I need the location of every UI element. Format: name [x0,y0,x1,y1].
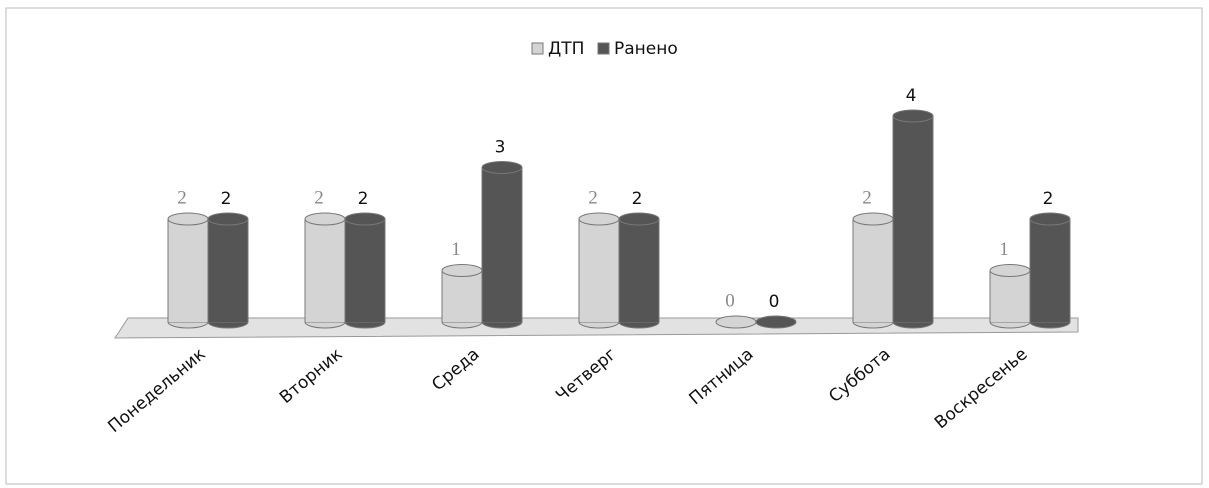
bar-body-fill [305,219,345,322]
bar-body-fill [893,116,933,322]
bar-body-fill [208,219,248,322]
bar-body-fill [482,167,522,322]
bar-top [167,212,209,226]
bar [167,212,209,329]
bar-body-fill [345,219,385,322]
bar-body-fill [619,219,659,322]
bar [892,109,934,329]
legend-swatch [531,42,544,55]
bar-top [578,212,620,226]
data-label: 1 [999,239,1009,260]
bar-top [989,264,1031,277]
data-label: 2 [1043,189,1054,209]
bar-top [481,161,523,174]
data-label: 2 [221,189,232,209]
bar-top [1029,212,1071,226]
bar [755,315,797,329]
bar-body-fill [442,270,482,322]
bar [715,315,757,329]
legend-label: ДТП [548,39,584,59]
bar [207,212,249,329]
bar-top [892,109,934,123]
data-label: 2 [177,187,187,208]
data-label: 3 [495,138,506,158]
legend-label: Ранено [614,39,678,59]
bar-top [441,264,483,277]
bar [618,212,660,329]
bar-top [344,212,386,226]
bar-top [715,315,757,329]
bar [578,212,620,329]
bar-top [852,212,894,226]
data-label: 2 [632,189,643,209]
bar [1029,212,1071,329]
bar-top [755,315,797,329]
bar [989,264,1031,329]
bar [441,264,483,329]
bar [852,212,894,329]
bar [304,212,346,329]
data-label: 0 [725,290,735,311]
bar-body-fill [1030,219,1070,322]
bar [481,161,523,329]
data-label: 0 [769,292,780,312]
bar-body-fill [853,219,893,322]
data-label: 4 [906,86,917,106]
bar-body-fill [990,270,1030,322]
data-label: 2 [588,187,598,208]
data-label: 2 [862,187,872,208]
bar-top [207,212,249,226]
bar-body-fill [168,219,208,322]
legend-swatch [597,42,610,55]
data-label: 2 [314,187,324,208]
bar-top [304,212,346,226]
bar-body-fill [579,219,619,322]
data-label: 2 [358,189,369,209]
bar [344,212,386,329]
data-label: 1 [451,239,461,260]
bar-top [618,212,660,226]
